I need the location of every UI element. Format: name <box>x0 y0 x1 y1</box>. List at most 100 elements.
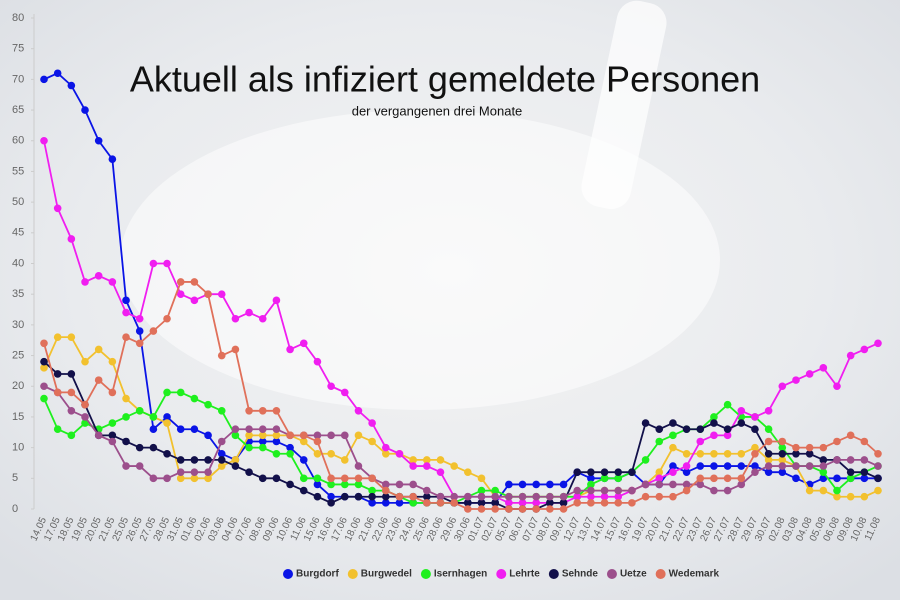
data-point <box>833 492 841 501</box>
data-point <box>464 468 472 476</box>
data-point <box>833 437 841 446</box>
data-point <box>190 278 199 286</box>
data-point <box>792 474 800 483</box>
data-point <box>81 400 89 409</box>
data-point <box>258 474 267 483</box>
data-point <box>737 474 746 483</box>
y-tick-label: 55 <box>12 165 24 177</box>
data-point <box>491 486 499 495</box>
y-tick-label: 40 <box>12 257 24 269</box>
data-point <box>710 413 718 421</box>
data-point <box>833 474 841 483</box>
data-point <box>874 449 882 458</box>
data-point <box>204 474 212 483</box>
data-point <box>354 407 363 415</box>
data-point <box>53 425 62 434</box>
data-point <box>614 486 623 495</box>
data-point <box>518 492 527 501</box>
data-point <box>477 474 486 483</box>
data-point <box>354 431 363 440</box>
data-point <box>108 388 117 397</box>
data-point <box>751 462 759 470</box>
data-point <box>641 419 650 427</box>
data-point <box>163 314 171 323</box>
data-point <box>368 492 376 501</box>
data-point <box>710 449 718 458</box>
y-tick-label: 45 <box>12 227 24 239</box>
data-point <box>833 486 841 495</box>
data-point <box>655 480 664 489</box>
data-point <box>669 468 677 476</box>
data-point <box>272 437 281 446</box>
data-point <box>94 376 103 384</box>
data-point <box>546 505 554 513</box>
data-point <box>573 499 582 507</box>
data-point <box>108 431 117 440</box>
chart-subtitle: der vergangenen drei Monate <box>352 103 523 118</box>
data-point <box>860 474 869 483</box>
data-point <box>546 492 554 501</box>
data-point <box>299 456 308 464</box>
data-point <box>764 437 773 446</box>
data-point <box>628 486 636 495</box>
data-point <box>710 419 718 427</box>
data-point <box>587 499 595 507</box>
data-point <box>751 443 759 452</box>
data-point <box>723 400 732 409</box>
data-point <box>682 462 691 470</box>
data-point <box>450 499 458 507</box>
y-tick-label: 60 <box>12 135 24 147</box>
data-point <box>327 499 335 507</box>
data-point <box>135 462 144 470</box>
data-point <box>135 327 144 335</box>
data-point <box>696 480 705 489</box>
data-point <box>723 425 732 434</box>
data-point <box>723 449 732 458</box>
data-point <box>600 486 609 495</box>
data-point <box>669 443 677 452</box>
data-point <box>245 468 253 476</box>
data-point <box>40 364 48 372</box>
data-point <box>423 462 431 470</box>
data-point <box>53 69 62 78</box>
data-point <box>395 492 404 501</box>
data-point <box>874 486 882 495</box>
y-tick-label: 5 <box>12 472 18 484</box>
data-point <box>505 499 513 507</box>
data-point <box>682 468 691 476</box>
data-point <box>751 468 759 476</box>
legend-item: Isernhagen <box>420 569 487 580</box>
data-point <box>614 499 623 507</box>
data-point <box>573 492 582 501</box>
data-point <box>819 468 828 476</box>
data-point <box>245 308 253 317</box>
data-point <box>40 75 48 84</box>
data-point <box>286 443 294 452</box>
data-point <box>874 462 882 470</box>
data-point <box>436 499 445 507</box>
data-point <box>149 443 158 452</box>
data-point <box>819 462 828 470</box>
data-point <box>204 456 212 464</box>
data-point <box>313 474 322 483</box>
data-point <box>135 407 144 415</box>
data-point <box>805 462 814 470</box>
data-point <box>696 425 705 434</box>
data-point <box>696 449 705 458</box>
data-point <box>723 486 732 495</box>
data-point <box>313 431 322 440</box>
data-point <box>860 437 869 446</box>
data-point <box>751 425 759 434</box>
data-point <box>108 278 117 286</box>
legend-marker <box>283 569 293 579</box>
data-point <box>764 425 773 434</box>
data-point <box>628 468 636 476</box>
data-point <box>696 462 705 470</box>
data-point <box>190 296 199 305</box>
data-point <box>778 443 787 452</box>
y-tick-label: 80 <box>12 12 24 24</box>
data-point <box>382 499 390 507</box>
background-shape <box>581 0 667 210</box>
data-point <box>258 431 267 440</box>
